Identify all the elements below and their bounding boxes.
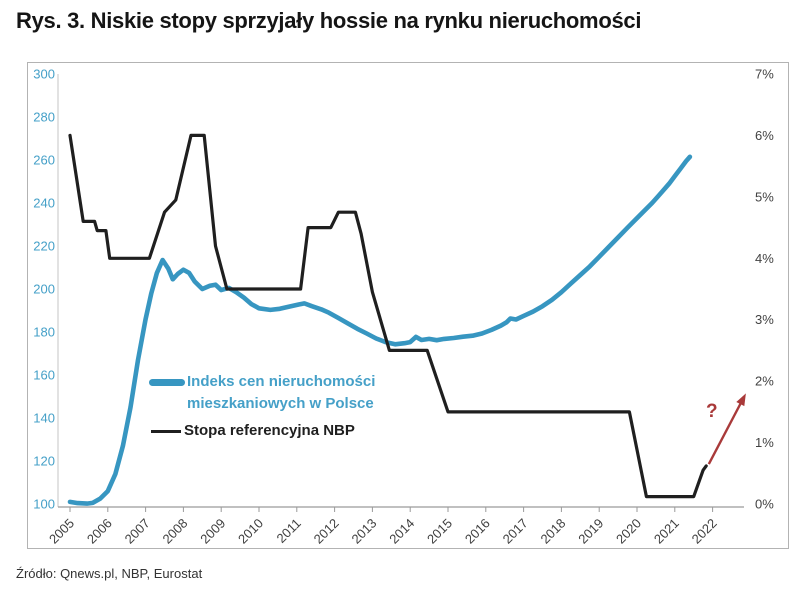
right-axis-tick-label: 6% bbox=[755, 128, 774, 143]
x-tick-label: 2008 bbox=[159, 516, 190, 547]
source-note: Źródło: Qnews.pl, NBP, Eurostat bbox=[16, 566, 203, 581]
right-axis-tick-label: 3% bbox=[755, 312, 774, 327]
chart-canvas: 2005 2006 2007 2008 2009 2010 2011 2012 2013 2014… bbox=[33, 66, 774, 547]
forecast-arrow bbox=[707, 399, 744, 465]
right-axis-tick-label: 1% bbox=[755, 435, 774, 450]
x-tick-label: 2015 bbox=[424, 516, 455, 547]
legend-label-price-index: Indeks cen nieruchomości mieszkaniowych … bbox=[187, 373, 376, 412]
x-tick-label: 2018 bbox=[537, 516, 568, 547]
x-tick-label: 2006 bbox=[84, 516, 115, 547]
chart-panel: 2005 2006 2007 2008 2009 2010 2011 2012 2013 2014… bbox=[27, 62, 789, 549]
left-axis-tick-label: 240 bbox=[33, 196, 55, 211]
x-tick-label: 2020 bbox=[613, 516, 644, 547]
price-index-line bbox=[67, 154, 693, 506]
left-axis-tick-label: 220 bbox=[33, 239, 55, 254]
left-axis-tick-label: 100 bbox=[33, 497, 55, 512]
right-axis-tick-label: 4% bbox=[755, 251, 774, 266]
legend-item-reference-rate: Stopa referencyjna NBP bbox=[149, 420, 400, 442]
x-tick-label: 2016 bbox=[462, 516, 493, 547]
right-axis-tick-label: 5% bbox=[755, 189, 774, 204]
x-tick-label: 2019 bbox=[575, 516, 606, 547]
legend-swatch-reference-rate bbox=[151, 430, 181, 433]
legend-swatch-price-index bbox=[149, 379, 185, 386]
left-axis-tick-label: 120 bbox=[33, 454, 55, 469]
left-axis-tick-label: 280 bbox=[33, 110, 55, 125]
right-axis-tick-label: 7% bbox=[755, 66, 774, 81]
left-axis-tick-label: 180 bbox=[33, 325, 55, 340]
left-axis-tick-label: 160 bbox=[33, 368, 55, 383]
reference-rate-line bbox=[68, 133, 708, 499]
legend-item-price-index: Indeks cen nieruchomości mieszkaniowych … bbox=[149, 371, 400, 415]
x-tick-label: 2005 bbox=[46, 516, 77, 547]
x-tick-label: 2022 bbox=[689, 516, 720, 547]
x-tick-label: 2007 bbox=[122, 516, 153, 547]
figure-title: Rys. 3. Niskie stopy sprzyjały hossie na… bbox=[16, 8, 642, 33]
left-axis-tick-label: 200 bbox=[33, 282, 55, 297]
chart-legend: Indeks cen nieruchomości mieszkaniowych … bbox=[149, 371, 400, 442]
x-tick-label: 2014 bbox=[386, 516, 417, 547]
right-axis-tick-label: 0% bbox=[755, 497, 774, 512]
x-tick-label: 2012 bbox=[311, 516, 342, 547]
question-mark: ? bbox=[706, 401, 718, 422]
x-tick-label: 2013 bbox=[348, 516, 379, 547]
x-tick-label: 2010 bbox=[235, 516, 266, 547]
x-tick-label: 2011 bbox=[274, 516, 304, 546]
left-axis-tick-label: 260 bbox=[33, 153, 55, 168]
right-axis-tick-label: 2% bbox=[755, 374, 774, 389]
x-tick-label: 2021 bbox=[651, 516, 682, 547]
left-axis-tick-label: 300 bbox=[33, 67, 55, 82]
forecast-arrowhead bbox=[736, 393, 746, 407]
x-tick-label: 2009 bbox=[197, 516, 228, 547]
x-tick-label: 2017 bbox=[500, 516, 531, 547]
legend-label-reference-rate: Stopa referencyjna NBP bbox=[184, 422, 355, 439]
left-axis-tick-label: 140 bbox=[33, 411, 55, 426]
